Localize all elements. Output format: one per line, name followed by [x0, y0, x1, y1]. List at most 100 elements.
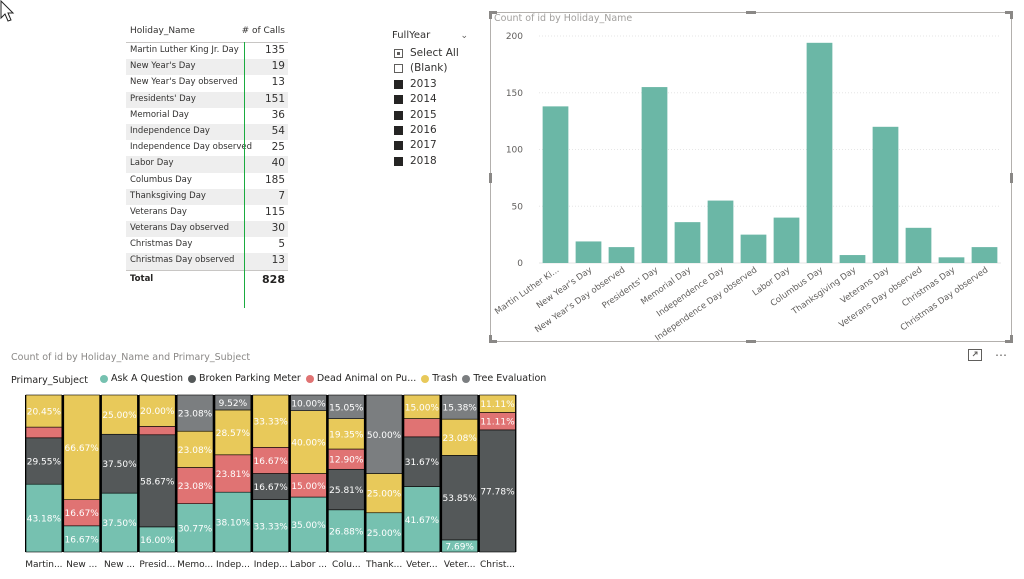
table-row[interactable]: Independence Day observed 25 — [126, 140, 288, 156]
legend-item[interactable]: Broken Parking Meter — [188, 373, 301, 384]
checkbox-checked[interactable] — [394, 141, 403, 151]
bar[interactable] — [608, 247, 635, 263]
column-header-holiday-name[interactable]: Holiday_Name — [130, 26, 195, 36]
stacked-segment[interactable] — [403, 394, 441, 419]
stacked-segment[interactable] — [101, 394, 138, 435]
checkbox-checked[interactable] — [394, 125, 403, 135]
stacked-segment[interactable] — [176, 467, 214, 504]
stacked-segment[interactable] — [139, 426, 176, 436]
slicer-option[interactable]: 2017 — [392, 138, 470, 153]
stacked-segment[interactable] — [139, 526, 176, 553]
bar[interactable] — [773, 217, 800, 263]
resize-handle-bottom-right-v[interactable] — [1010, 335, 1013, 343]
bar[interactable] — [839, 255, 866, 263]
table-row[interactable]: Memorial Day 36 — [126, 108, 288, 124]
stacked-segment[interactable] — [63, 394, 100, 500]
checkbox-checked[interactable] — [394, 95, 403, 105]
bar[interactable] — [542, 106, 569, 264]
bar[interactable] — [740, 234, 767, 263]
bar[interactable] — [641, 87, 668, 263]
slicer-header[interactable]: FullYear ⌄ — [392, 30, 470, 46]
stacked-segment[interactable] — [176, 394, 214, 432]
focus-mode-icon[interactable] — [968, 349, 982, 361]
column-header-calls[interactable]: # of Calls — [241, 26, 285, 36]
stacked-segment[interactable] — [328, 468, 365, 511]
fullyear-slicer[interactable]: FullYear ⌄ Select All (Blank) 2013 2014 2015… — [392, 30, 470, 169]
table-row[interactable]: Christmas Day 5 — [126, 237, 288, 253]
bar[interactable] — [872, 126, 899, 263]
resize-handle-bottom[interactable] — [746, 340, 756, 343]
stacked-segment[interactable] — [328, 394, 365, 419]
stacked-segment[interactable] — [25, 437, 63, 485]
table-row[interactable]: Martin Luther King Jr. Day 135 — [126, 43, 288, 59]
resize-handle-top-right-v[interactable] — [1010, 11, 1013, 19]
table-row[interactable]: Columbus Day 185 — [126, 173, 288, 189]
stacked-segment[interactable] — [403, 486, 441, 553]
stacked-segment[interactable] — [25, 394, 63, 428]
bar[interactable] — [674, 222, 701, 263]
chevron-down-icon[interactable]: ⌄ — [460, 31, 468, 41]
table-row[interactable]: Veterans Day 115 — [126, 205, 288, 221]
bar[interactable] — [971, 247, 998, 263]
checkbox-checked[interactable] — [394, 79, 403, 89]
resize-handle-top-left-v[interactable] — [489, 11, 492, 19]
legend-item[interactable]: Ask A Question — [100, 373, 183, 384]
checkbox-checked[interactable] — [394, 156, 403, 166]
stacked-segment[interactable] — [479, 394, 516, 413]
bar[interactable] — [905, 227, 932, 263]
stacked-segment[interactable] — [479, 429, 516, 553]
stacked-segment[interactable] — [101, 433, 138, 494]
resize-handle-top-right[interactable] — [1005, 11, 1013, 14]
stacked-segment[interactable] — [25, 483, 63, 553]
resize-handle-bottom-right[interactable] — [1005, 340, 1013, 343]
legend-item[interactable]: Tree Evaluation — [462, 373, 546, 384]
table-row[interactable]: Veterans Day observed 30 — [126, 221, 288, 238]
resize-handle-top[interactable] — [746, 11, 756, 14]
stacked-segment[interactable] — [441, 455, 478, 541]
slicer-option[interactable]: 2015 — [392, 108, 470, 123]
stacked-segment[interactable] — [290, 410, 327, 474]
stacked-segment[interactable] — [101, 492, 138, 553]
slicer-option[interactable]: 2018 — [392, 154, 470, 169]
stacked-segment[interactable] — [63, 499, 100, 527]
stacked-segment[interactable] — [290, 496, 327, 553]
stacked-segment[interactable] — [214, 454, 252, 493]
table-row[interactable]: Presidents' Day 151 — [126, 91, 288, 108]
stacked-segment[interactable] — [139, 434, 176, 528]
stacked-segment[interactable] — [214, 394, 252, 411]
table-row[interactable]: Thanksgiving Day 7 — [126, 188, 288, 205]
checkbox-partial[interactable] — [394, 49, 403, 58]
stacked-segment[interactable] — [441, 418, 478, 456]
bar[interactable] — [575, 241, 602, 263]
checkbox-checked[interactable] — [394, 110, 403, 120]
table-row[interactable]: New Year's Day 19 — [126, 59, 288, 76]
stacked-segment[interactable] — [290, 394, 327, 411]
stacked-segment[interactable] — [25, 426, 63, 439]
stacked-column-chart-svg[interactable]: 43.18% 29.55% 20.45% Martin... 16.67% 16.67% 6… — [0, 390, 530, 575]
stacked-segment[interactable] — [365, 473, 403, 514]
table-row[interactable]: New Year's Day observed 13 — [126, 75, 288, 91]
slicer-option[interactable]: 2014 — [392, 92, 470, 107]
bar[interactable] — [806, 42, 833, 263]
checkbox-empty[interactable] — [394, 64, 403, 74]
slicer-option[interactable]: 2013 — [392, 77, 470, 92]
stacked-segment[interactable] — [139, 394, 176, 427]
stacked-segment[interactable] — [214, 491, 252, 553]
resize-handle-right[interactable] — [1010, 173, 1013, 183]
resize-handle-top-left[interactable] — [489, 11, 497, 14]
slicer-option[interactable]: Select All — [392, 46, 470, 61]
table-row[interactable]: Labor Day 40 — [126, 156, 288, 173]
more-options-icon[interactable]: ⋯ — [995, 348, 1008, 362]
table-row[interactable]: Christmas Day observed 13 — [126, 253, 288, 270]
stacked-segment[interactable] — [441, 394, 478, 420]
resize-handle-bottom-left-v[interactable] — [489, 335, 492, 343]
slicer-option[interactable]: 2016 — [392, 123, 470, 138]
slicer-option[interactable]: (Blank) — [392, 61, 470, 76]
stacked-segment[interactable] — [365, 394, 403, 474]
bar[interactable] — [707, 200, 734, 263]
stacked-segment[interactable] — [403, 418, 441, 438]
count-by-holiday-chart[interactable]: Count of id by Holiday_Name 0 50 100 150 200… — [489, 11, 1013, 343]
resize-handle-bottom-left[interactable] — [489, 340, 497, 343]
bar[interactable] — [938, 257, 965, 263]
holiday-calls-table[interactable]: Holiday_Name # of Calls Martin Luther Ki… — [126, 22, 288, 308]
